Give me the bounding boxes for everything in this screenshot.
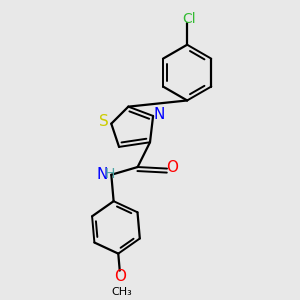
Text: N: N xyxy=(97,167,108,182)
Text: S: S xyxy=(99,114,108,129)
Text: N: N xyxy=(154,107,165,122)
Text: H: H xyxy=(104,167,115,181)
Text: O: O xyxy=(167,160,178,175)
Text: CH₃: CH₃ xyxy=(111,287,132,297)
Text: Cl: Cl xyxy=(182,12,196,26)
Text: O: O xyxy=(114,269,126,284)
